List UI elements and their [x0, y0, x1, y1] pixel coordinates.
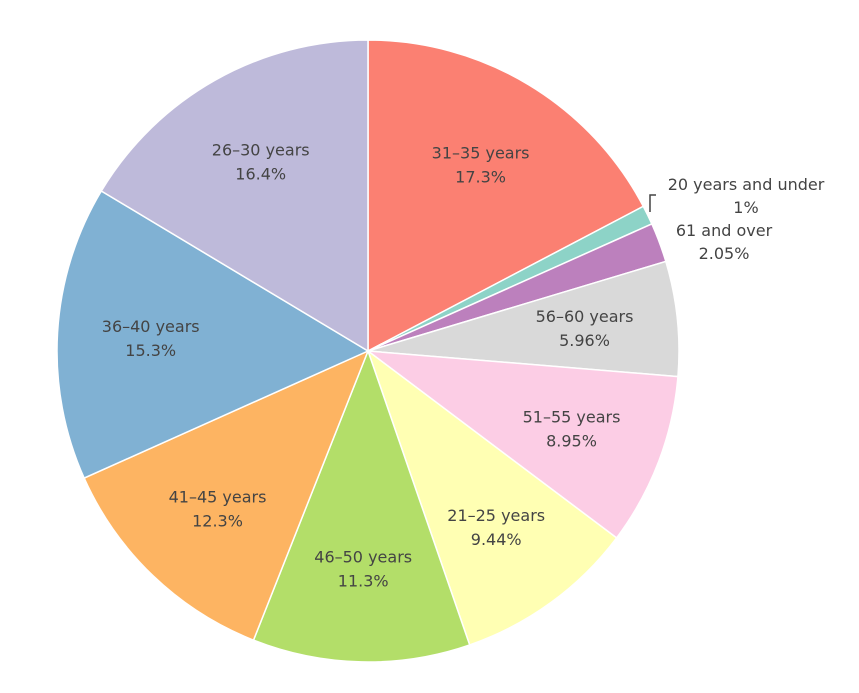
slice-label-61-and-over: 61 and over	[676, 221, 773, 240]
pie-slice-31-35-years[interactable]	[367, 39, 645, 353]
pie-slice-36-40-years[interactable]	[56, 189, 370, 480]
slice-label-56-60-years: 56–60 years	[536, 307, 634, 326]
slice-percent-41-45-years: 12.3%	[192, 511, 243, 530]
slice-percent-51-55-years: 8.95%	[546, 431, 597, 450]
slice-percent-61-and-over: 2.05%	[699, 244, 750, 263]
pie-slices	[56, 39, 680, 663]
pie-slice-51-55-years[interactable]	[365, 350, 679, 539]
pie-slice-46-50-years[interactable]	[252, 348, 471, 663]
slice-percent-20-years-and-under: 1%	[733, 198, 758, 217]
leader-line-20-years-and-under	[649, 194, 656, 212]
slice-percent-36-40-years: 15.3%	[125, 341, 176, 360]
slice-label-31-35-years: 31–35 years	[432, 144, 530, 163]
slice-label-20-years-and-under: 20 years and under	[668, 175, 825, 194]
slice-percent-21-25-years: 9.44%	[471, 530, 522, 549]
slice-labels: 31–35 years 17.3% 20 years and under 1% 61 a…	[102, 141, 825, 591]
slice-percent-31-35-years: 17.3%	[455, 168, 506, 187]
slice-label-41-45-years: 41–45 years	[169, 487, 267, 506]
slice-label-46-50-years: 46–50 years	[314, 548, 412, 567]
slice-percent-56-60-years: 5.96%	[559, 331, 610, 350]
slice-label-26-30-years: 26–30 years	[212, 141, 310, 160]
slice-label-21-25-years: 21–25 years	[447, 506, 545, 525]
pie-slice-26-30-years[interactable]	[100, 39, 369, 353]
pie-slice-41-45-years[interactable]	[83, 349, 370, 642]
slice-percent-26-30-years: 16.4%	[235, 165, 286, 184]
leader-lines	[649, 194, 656, 212]
slice-label-36-40-years: 36–40 years	[102, 317, 200, 336]
slice-percent-46-50-years: 11.3%	[338, 572, 389, 591]
slice-label-51-55-years: 51–55 years	[523, 407, 621, 426]
pie-slice-21-25-years[interactable]	[366, 348, 618, 646]
